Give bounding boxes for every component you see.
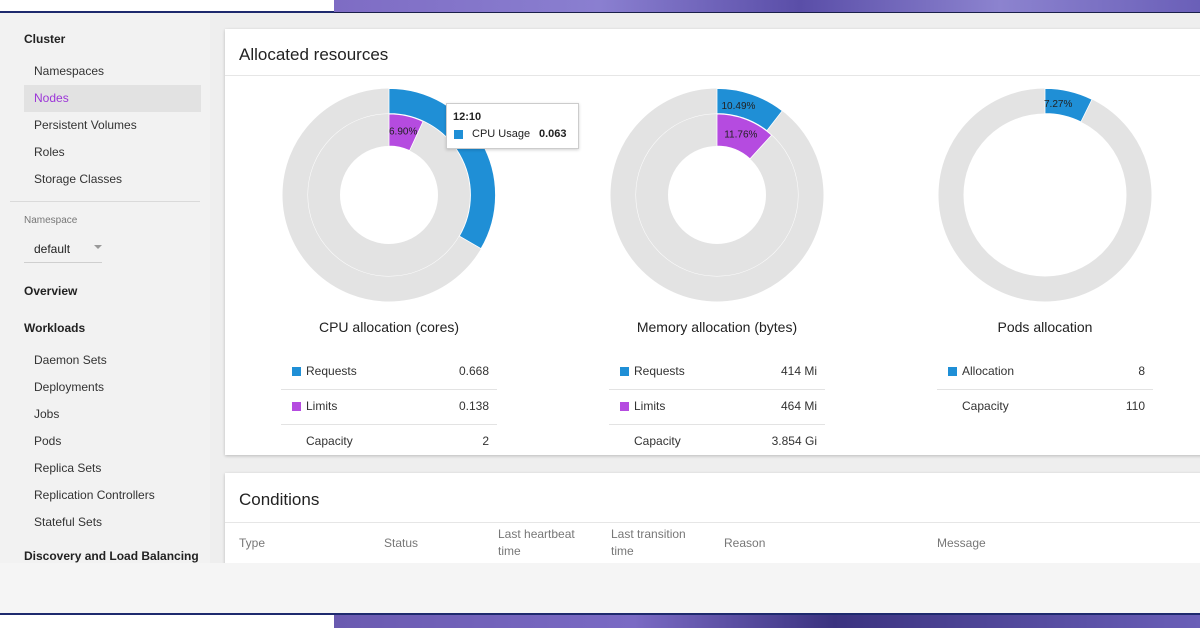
background-photo-bottom [334, 615, 1200, 628]
pods-legend-allocation: Allocation 8 [937, 355, 1153, 390]
background-photo-top [0, 0, 1200, 12]
sidebar: Cluster Namespaces Nodes Persistent Volu… [0, 13, 210, 563]
requests-swatch-icon [292, 367, 301, 376]
legend-divider [281, 389, 497, 390]
memory-chart-title: Memory allocation (bytes) [636, 319, 798, 335]
column-header-type[interactable]: Type [239, 536, 266, 550]
sidebar-item-daemon-sets[interactable]: Daemon Sets [34, 353, 107, 367]
tooltip-series: CPU Usage [472, 128, 531, 140]
sidebar-header-cluster[interactable]: Cluster [24, 32, 66, 46]
legend-value: 0.138 [458, 399, 489, 413]
legend-divider [609, 424, 825, 425]
legend-label: Limits [634, 399, 666, 413]
sidebar-item-stateful-sets[interactable]: Stateful Sets [34, 515, 103, 529]
memory-requests-percent-label: 10.49% [722, 101, 756, 112]
cpu-usage-tooltip: 12:10 CPU Usage 0.063 [446, 103, 579, 149]
background-white-strip [0, 615, 334, 628]
legend-divider [609, 389, 825, 390]
pods-allocation-percent-label: 7.27% [1044, 99, 1072, 110]
memory-limits-capacity-ring [636, 114, 798, 276]
legend-label: Requests [306, 364, 357, 378]
allocation-swatch-icon [948, 367, 957, 376]
limits-swatch-icon [292, 402, 301, 411]
legend-value: 110 [1125, 399, 1145, 413]
namespace-label: Namespace [24, 215, 78, 226]
column-header-last-transition[interactable]: Last transition time [611, 527, 686, 558]
cpu-chart-title: CPU allocation (cores) [318, 319, 460, 335]
frame-line [0, 11, 334, 13]
legend-label: Requests [634, 364, 685, 378]
cpu-legend-capacity: Capacity 2 [281, 425, 497, 460]
legend-value: 0.668 [458, 364, 489, 378]
cpu-legend-requests: Requests 0.668 [281, 355, 497, 390]
limits-swatch-icon [620, 402, 629, 411]
memory-legend-requests: Requests 414 Mi [609, 355, 825, 390]
sidebar-item-persistent-volumes[interactable]: Persistent Volumes [34, 118, 137, 132]
card-divider [225, 75, 1200, 76]
sidebar-item-overview[interactable]: Overview [24, 284, 78, 298]
sidebar-divider [10, 201, 200, 202]
sidebar-header-discovery[interactable]: Discovery and Load Balancing [24, 549, 199, 563]
legend-label: Limits [306, 399, 338, 413]
pods-chart-title: Pods allocation [997, 319, 1093, 335]
legend-divider [937, 389, 1153, 390]
legend-label: Allocation [962, 364, 1015, 378]
memory-limits-percent-label: 11.76% [724, 129, 757, 140]
card-title-allocated: Allocated resources [239, 45, 389, 64]
column-header-reason[interactable]: Reason [724, 536, 766, 550]
allocated-resources-card: Allocated resources 6.90% CPU allocation… [225, 29, 1200, 455]
sidebar-item-namespaces[interactable]: Namespaces [34, 64, 105, 78]
namespace-select[interactable]: default [24, 237, 102, 263]
sidebar-item-roles[interactable]: Roles [34, 145, 65, 159]
column-header-message[interactable]: Message [937, 536, 986, 550]
pods-legend-capacity: Capacity 110 [937, 390, 1153, 425]
cpu-limits-segment[interactable] [388, 113, 424, 152]
chevron-down-icon [94, 245, 102, 249]
legend-value: 464 Mi [780, 399, 817, 413]
sidebar-item-nodes[interactable]: Nodes [24, 85, 201, 112]
legend-value: 2 [482, 434, 489, 448]
sidebar-item-jobs[interactable]: Jobs [34, 407, 60, 421]
namespace-value: default [34, 242, 71, 256]
app-window: Cluster Namespaces Nodes Persistent Volu… [0, 13, 1200, 563]
tooltip-value: 0.063 [539, 128, 567, 140]
conditions-card: Conditions Type Status Last heartbeat ti… [225, 473, 1200, 563]
cpu-legend-limits: Limits 0.138 [281, 390, 497, 425]
sidebar-header-workloads[interactable]: Workloads [24, 321, 86, 335]
cpu-limits-capacity-ring [308, 114, 470, 276]
column-header-status[interactable]: Status [384, 536, 419, 550]
card-title-conditions: Conditions [239, 490, 320, 509]
legend-label: Capacity [306, 434, 353, 448]
pods-allocation-segment[interactable] [1044, 88, 1093, 123]
sidebar-item-pods[interactable]: Pods [34, 434, 62, 448]
cpu-usage-swatch-icon [454, 130, 463, 139]
memory-limits-segment[interactable] [716, 113, 773, 160]
memory-allocation-donut[interactable]: 10.49% 11.76% [609, 87, 825, 303]
cpu-limits-percent-label: 6.90% [389, 127, 417, 138]
sidebar-item-deployments[interactable]: Deployments [34, 380, 105, 394]
card-divider [225, 522, 1200, 523]
sidebar-item-storage-classes[interactable]: Storage Classes [34, 172, 123, 186]
legend-value: 414 Mi [780, 364, 817, 378]
legend-value: 3.854 Gi [771, 434, 817, 448]
memory-legend-limits: Limits 464 Mi [609, 390, 825, 425]
legend-divider [281, 424, 497, 425]
legend-label: Capacity [634, 434, 681, 448]
pods-allocation-donut[interactable]: 7.27% [937, 87, 1153, 303]
legend-value: 8 [1138, 364, 1145, 378]
requests-swatch-icon [620, 367, 629, 376]
sidebar-item-replication-controllers[interactable]: Replication Controllers [34, 488, 155, 502]
frame-line [0, 613, 1200, 615]
memory-legend-capacity: Capacity 3.854 Gi [609, 425, 825, 460]
tooltip-time: 12:10 [453, 111, 482, 123]
legend-label: Capacity [962, 399, 1009, 413]
sidebar-item-replica-sets[interactable]: Replica Sets [34, 461, 102, 475]
pods-capacity-ring [938, 88, 1152, 302]
column-header-last-heartbeat[interactable]: Last heartbeat time [498, 527, 575, 558]
